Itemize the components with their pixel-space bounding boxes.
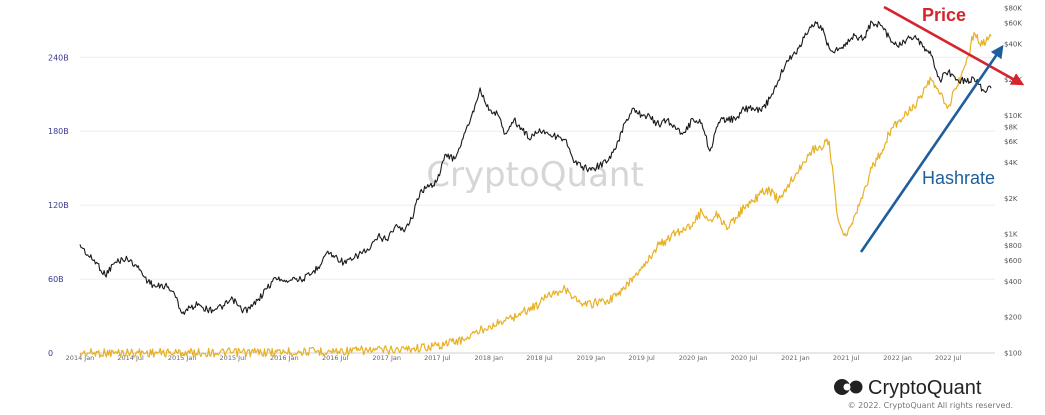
left-tick-label-4: 240B [48,53,69,62]
hashrate-series-line [79,32,992,358]
x-tick-label-4: 2016 Jan [270,354,299,362]
x-tick-label-16: 2022 Jan [883,354,912,362]
watermark: CryptoQuant [426,155,644,195]
right-tick-label-6: $2K [1004,195,1018,203]
right-tick-label-3: $600 [1004,257,1022,265]
x-tick-label-9: 2018 Jul [526,354,553,362]
x-tick-label-10: 2019 Jan [577,354,606,362]
hashrate-trend-arrow [859,44,1004,253]
copyright: © 2022. CryptoQuant All rights reserved. [848,401,1013,410]
x-tick-label-15: 2021 Jul [833,354,860,362]
brand-logo: CryptoQuant [834,377,982,399]
x-tick-label-2: 2015 Jan [168,354,197,362]
right-tick-label-9: $8K [1004,123,1018,131]
x-tick-label-8: 2018 Jan [474,354,503,362]
right-tick-label-12: $40K [1004,40,1022,48]
right-tick-label-8: $6K [1004,138,1018,146]
right-tick-label-2: $400 [1004,278,1022,286]
x-tick-label-17: 2022 Jul [935,354,962,362]
logo-mark-icon [834,379,850,395]
right-axis: $100 $200 $400 $600 $800 $1K $2K $4K $6K $8K $10K $… [1004,5,1022,358]
right-tick-label-7: $4K [1004,159,1018,167]
x-tick-label-13: 2020 Jul [731,354,758,362]
x-tick-label-12: 2020 Jan [679,354,708,362]
x-tick-label-3: 2015 Jul [220,354,247,362]
hashrate-annotation: Hashrate [922,168,995,188]
right-tick-label-5: $1K [1004,231,1018,239]
left-tick-label-1: 60B [48,275,64,284]
right-tick-label-4: $800 [1004,242,1022,250]
right-tick-label-10: $10K [1004,112,1022,120]
x-tick-label-14: 2021 Jan [781,354,810,362]
x-tick-label-11: 2019 Jul [628,354,655,362]
price-series-line [79,20,992,315]
left-tick-label-2: 120B [48,201,69,210]
x-tick-label-1: 2014 Jul [117,354,144,362]
left-tick-label-3: 180B [48,127,69,136]
right-tick-label-13: $60K [1004,19,1022,27]
price-trend-arrow [883,5,1025,86]
right-tick-label-1: $200 [1004,314,1022,322]
right-tick-label-14: $80K [1004,5,1022,13]
right-tick-label-0: $100 [1004,350,1022,358]
brand-name: CryptoQuant [868,377,982,399]
x-tick-label-7: 2017 Jul [424,354,451,362]
left-tick-label-0: 0 [48,349,53,358]
price-annotation: Price [922,5,966,25]
x-axis: 2014 Jan 2014 Jul 2015 Jan 2015 Jul 2016 Jan… [66,354,962,362]
x-tick-label-0: 2014 Jan [66,354,95,362]
gridlines [80,56,995,354]
x-tick-label-5: 2016 Jul [322,354,349,362]
x-tick-label-6: 2017 Jan [372,354,401,362]
left-axis: 0 60B 120B 180B 240B [48,53,69,358]
